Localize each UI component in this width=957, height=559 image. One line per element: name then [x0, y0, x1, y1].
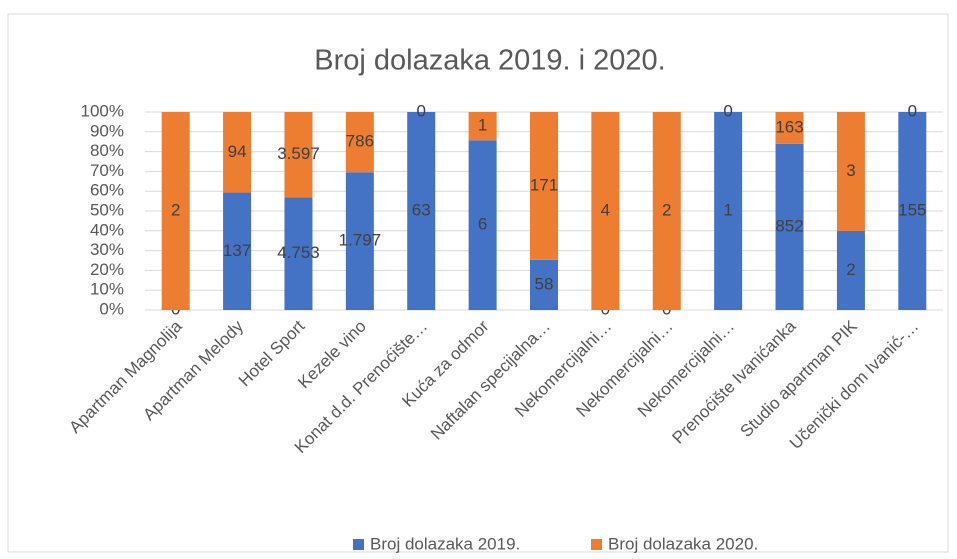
bar-segment — [468, 140, 497, 310]
data-label: 155 — [898, 200, 926, 219]
legend-label: Broj dolazaka 2019. — [370, 534, 520, 553]
y-tick-label: 50% — [90, 200, 124, 219]
data-label: 1.797 — [339, 231, 382, 250]
data-label: 852 — [775, 216, 803, 235]
y-tick-label: 0% — [99, 299, 124, 318]
data-label: 3.597 — [277, 144, 320, 163]
y-tick-label: 30% — [90, 240, 124, 259]
data-label: 786 — [346, 132, 374, 151]
data-label: 2 — [171, 200, 180, 219]
data-label: 171 — [530, 175, 558, 194]
data-label: 137 — [223, 241, 251, 260]
bar-segment — [407, 112, 436, 310]
bar-segment — [468, 112, 497, 141]
legend-swatch — [353, 539, 364, 550]
bar-segment — [345, 112, 374, 173]
data-label: 63 — [412, 200, 431, 219]
bar-segment — [530, 112, 558, 260]
data-label: 1 — [478, 116, 487, 135]
bar-segment — [898, 112, 927, 310]
data-label: 4.753 — [277, 243, 320, 262]
data-label: 4 — [601, 200, 610, 219]
data-label: 163 — [775, 117, 803, 136]
y-tick-label: 10% — [90, 280, 124, 299]
legend-swatch — [591, 539, 602, 550]
data-label: 0 — [416, 101, 425, 120]
chart-title: Broj dolazaka 2019. i 2020. — [314, 45, 665, 77]
data-label: 0 — [908, 101, 917, 120]
bar-segment — [836, 230, 865, 310]
y-tick-label: 40% — [90, 220, 124, 239]
bar-segment — [836, 112, 865, 231]
data-label: 6 — [478, 215, 487, 234]
data-label: 3 — [846, 161, 855, 180]
bar-segment — [161, 112, 190, 310]
bar-segment — [345, 172, 374, 310]
bar-segment — [284, 197, 313, 310]
y-tick-label: 90% — [90, 121, 124, 140]
data-label: 1 — [723, 200, 732, 219]
bar-segment — [530, 259, 558, 310]
bar-segment — [591, 112, 620, 310]
bar-segment — [223, 192, 252, 310]
data-label: 94 — [228, 142, 247, 161]
y-tick-label: 100% — [81, 101, 124, 120]
data-label: 2 — [846, 260, 855, 279]
data-label: 2 — [662, 200, 671, 219]
y-tick-label: 70% — [90, 161, 124, 180]
bar-segment — [284, 112, 313, 198]
bar-segment — [775, 112, 804, 144]
data-label: 58 — [535, 274, 554, 293]
data-label: 0 — [723, 101, 732, 120]
legend-label: Broj dolazaka 2020. — [608, 534, 758, 553]
bar-segment — [714, 112, 743, 310]
y-tick-label: 60% — [90, 181, 124, 200]
bar-segment — [652, 112, 681, 310]
y-tick-label: 20% — [90, 260, 124, 279]
bar-segment — [775, 143, 804, 310]
y-tick-label: 80% — [90, 141, 124, 160]
bar-segment — [223, 112, 252, 193]
